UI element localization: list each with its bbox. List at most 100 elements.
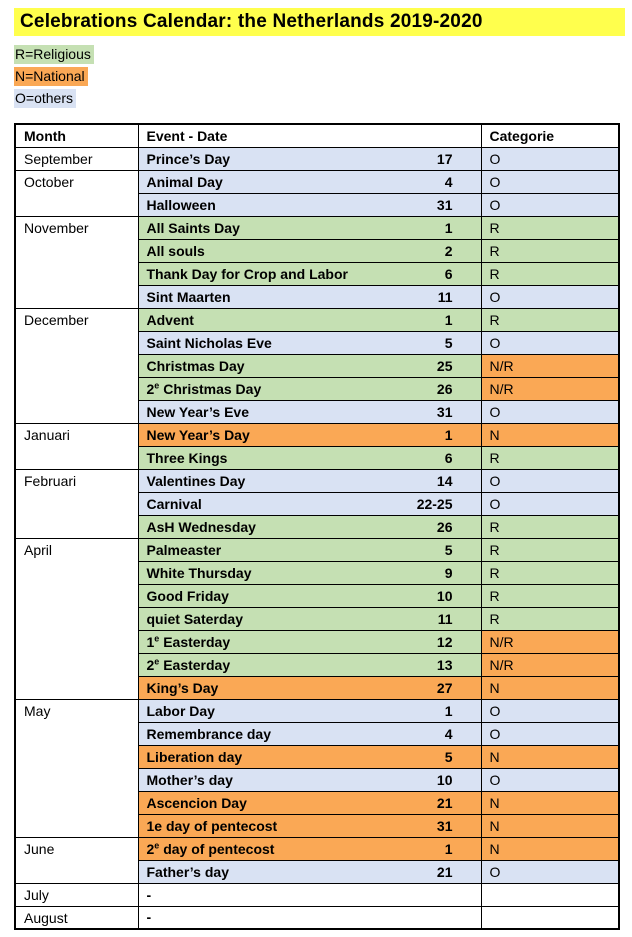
legend-others: O=others [14,89,76,108]
table-row: New Year’s Eve 31 O [15,399,620,424]
event-name: Prince’s Day [146,150,231,167]
category-cell: O [480,146,620,171]
event-name: 2e Christmas Day [146,379,262,397]
category-cell: N [480,836,620,861]
event-name: Ascencion Day [146,794,247,811]
category-cell: R [480,583,620,608]
month-cell: August [14,905,139,930]
event-name: - [146,886,152,903]
category-cell: O [480,721,620,746]
event-date: 1 [444,311,453,328]
event-name: Advent [146,311,194,328]
event-cell: White Thursday 9 [137,560,482,585]
header-categorie: Categorie [480,123,620,148]
event-date: 21 [436,794,453,811]
table-row: Januari New Year’s Day 1 N [14,422,620,470]
event-name: Mother’s day [146,771,233,788]
event-date: 11 [437,288,453,305]
event-cell: Sint Maarten 11 [137,284,482,309]
event-name: 2e day of pentecost [146,839,275,857]
event-date: 1 [444,702,453,719]
event-name: Palmeaster [146,541,222,558]
category-cell: N [480,813,620,838]
category-cell: R [480,215,620,240]
table-row: 2e Christmas Day 26 N/R [15,376,620,401]
table-row: Three Kings 6 R [15,445,620,470]
event-name: - [146,909,152,926]
category-cell: O [480,698,620,723]
table-row: Mother’s day 10 O [15,767,620,792]
category-cell: O [480,859,620,884]
event-cell: Valentines Day 14 [137,468,482,493]
month-cell: September [14,146,139,171]
event-cell: New Year’s Day 1 [137,422,482,447]
category-cell: R [480,560,620,585]
header-event-date: Event - Date [137,123,482,148]
category-cell: R [480,537,620,562]
page-title: Celebrations Calendar: the Netherlands 2… [14,8,625,36]
event-cell: - [137,882,482,907]
event-cell: Good Friday 10 [137,583,482,608]
event-cell: 2e day of pentecost 1 [137,836,482,861]
event-cell: 2e Christmas Day 26 [137,376,482,401]
event-cell: 1e Easterday 12 [137,629,482,654]
event-name: Carnival [146,495,202,512]
category-cell: N [480,675,620,700]
category-cell: O [480,491,620,516]
table-row: White Thursday 9 R [15,560,620,585]
category-cell: O [480,330,620,355]
event-name: White Thursday [146,564,252,581]
event-date: 1 [444,219,453,236]
category-cell: R [480,445,620,470]
table-row: December Advent 1 R [14,307,620,424]
table-row: Thank Day for Crop and Labor 6 R [15,261,620,286]
legend-line: O=others [14,89,618,111]
event-name: 1e day of pentecost [146,817,278,834]
month-cell: Februari [14,468,139,539]
event-name: Three Kings [146,449,228,466]
event-date: 22-25 [416,495,453,512]
category-cell: O [480,399,620,424]
category-cell: N/R [480,353,620,378]
month-cell: October [14,169,139,217]
category-cell: O [480,284,620,309]
event-cell: All Saints Day 1 [137,215,482,240]
event-name: All souls [146,242,205,259]
table-row: May Labor Day 1 O [14,698,620,838]
event-name: Halloween [146,196,216,213]
event-name: Christmas Day [146,357,245,374]
legend-national: N=National [14,67,88,86]
event-name: New Year’s Eve [146,403,249,420]
calendar-table-body: September Prince’s Day 17 O October Animal Da… [14,146,620,930]
event-date: 11 [437,610,453,627]
table-row: Februari Valentines Day 14 O [14,468,620,539]
table-row: Carnival 22-25 O [15,491,620,516]
table-row: Good Friday 10 R [15,583,620,608]
event-name: New Year’s Day [146,426,250,443]
event-date: 27 [436,679,453,696]
month-cell: Januari [14,422,139,470]
category-cell: O [480,169,620,194]
event-cell: New Year’s Eve 31 [137,399,482,424]
month-cell: November [14,215,139,309]
event-cell: Animal Day 4 [137,169,482,194]
category-cell: N/R [480,376,620,401]
event-cell: Father’s day 21 [137,859,482,884]
event-date: 12 [436,633,453,650]
event-date: 26 [436,380,453,397]
event-date: 1 [444,426,453,443]
event-date: 31 [436,403,453,420]
event-name: Saint Nicholas Eve [146,334,272,351]
category-cell: R [480,307,620,332]
category-cell: N [480,744,620,769]
event-cell: Three Kings 6 [137,445,482,470]
category-cell: R [480,514,620,539]
event-cell: Ascencion Day 21 [137,790,482,815]
table-row: September Prince’s Day 17 O [14,146,620,171]
month-cell: December [14,307,139,424]
table-row: 1e Easterday 12 N/R [15,629,620,654]
event-name: 2e Easterday [146,655,231,673]
header-month: Month [14,123,139,148]
legend-line: R=Religious [14,45,618,67]
